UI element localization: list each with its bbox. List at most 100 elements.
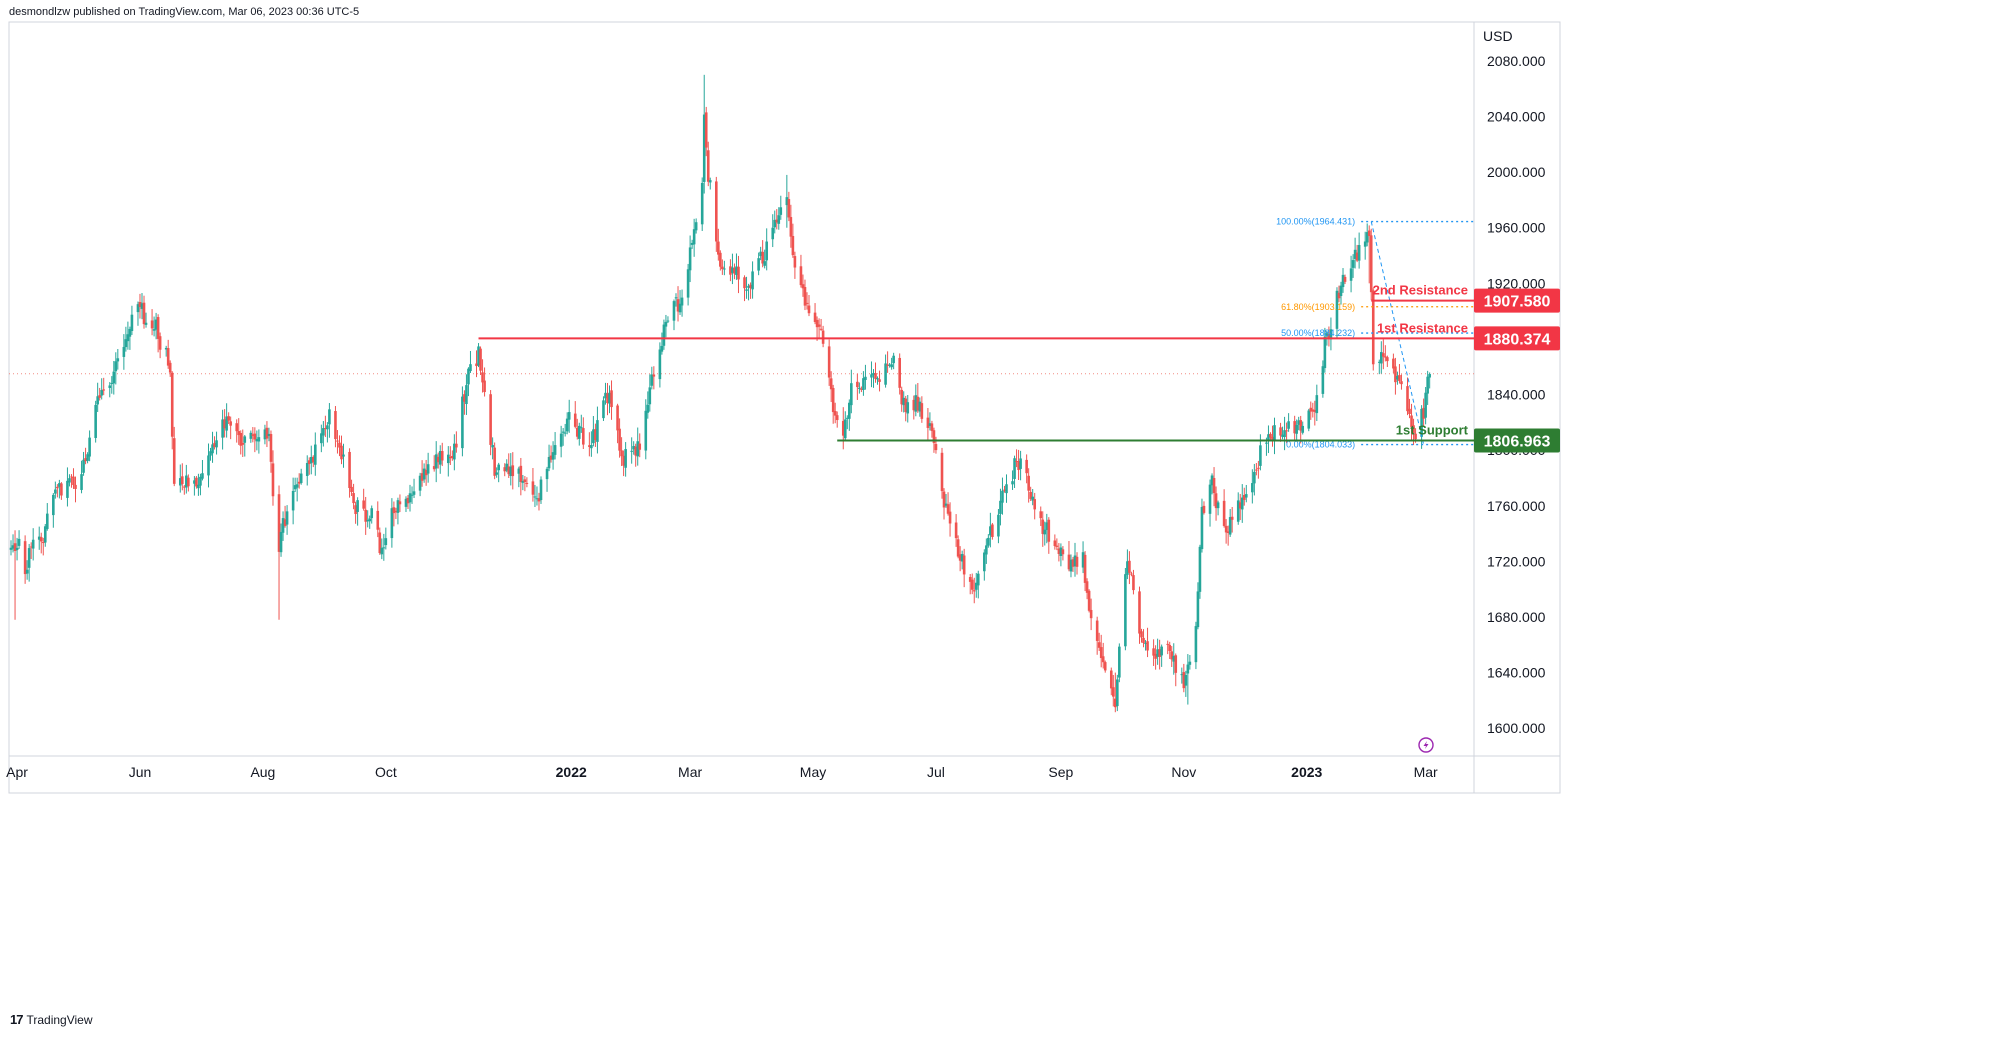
candle-body <box>241 442 245 445</box>
candle-body <box>731 267 734 273</box>
candle-body <box>815 319 819 328</box>
candle-body <box>154 319 158 330</box>
alert-icon[interactable] <box>1418 737 1434 753</box>
candle-body <box>632 446 635 450</box>
candle-body <box>324 428 327 430</box>
candle-body <box>723 268 726 270</box>
candle-body <box>1025 459 1028 474</box>
candle-body <box>128 328 132 337</box>
candle-body <box>610 390 613 408</box>
candle-body <box>243 436 247 443</box>
candle-body <box>1311 409 1315 412</box>
candle-body <box>920 403 924 419</box>
candle-body <box>68 478 71 483</box>
candle-body <box>392 507 396 514</box>
candle-body <box>1031 496 1034 501</box>
candle-body <box>1126 561 1129 575</box>
candle-body <box>860 388 863 390</box>
candle-body <box>1160 646 1163 656</box>
candle-body <box>438 451 442 465</box>
candle-body <box>1329 329 1333 340</box>
candle-body <box>348 451 351 489</box>
tradingview-footer: 17 TradingView <box>10 1012 93 1027</box>
candle-body <box>801 284 805 289</box>
candle-body <box>618 428 621 451</box>
time-tick-label: Oct <box>375 764 397 780</box>
candle-body <box>285 511 289 525</box>
candle-body <box>630 450 633 452</box>
candle-body <box>1412 425 1415 434</box>
candle-body <box>342 454 345 457</box>
candle-body <box>406 497 410 504</box>
candle-body <box>1240 497 1244 510</box>
candle-body <box>1281 434 1284 437</box>
candle-body <box>13 543 17 551</box>
candle-body <box>37 536 41 540</box>
candle-body <box>1335 290 1339 329</box>
candle-body <box>1323 336 1327 369</box>
candle-body <box>213 442 216 447</box>
candle-body <box>692 229 696 245</box>
candle-body <box>17 538 21 546</box>
candle-body <box>664 321 668 327</box>
candle-body <box>23 541 27 575</box>
candle-body <box>86 454 89 461</box>
candle-body <box>954 522 958 539</box>
candle-body <box>1363 241 1367 247</box>
candle-body <box>293 485 297 490</box>
candle-body <box>126 334 130 342</box>
candle-body <box>553 445 557 455</box>
candle-body <box>577 425 581 439</box>
candle-body <box>352 493 355 504</box>
candle-body <box>972 590 976 592</box>
candle-body <box>426 464 430 474</box>
candle-body <box>1017 461 1020 471</box>
candle-body <box>646 404 650 413</box>
candle-body <box>1351 260 1355 268</box>
candle-body <box>1255 469 1258 471</box>
candle-body <box>914 395 918 412</box>
candle-body <box>291 490 295 511</box>
candle-body <box>1309 407 1313 412</box>
horizontal-levels[interactable]: 2nd Resistance 1907.580 1st Resistance 1880… <box>478 283 1560 453</box>
candle-body <box>872 372 875 376</box>
candle-body <box>906 402 910 414</box>
fibonacci-retracement[interactable]: 100.00%(1964.431) 61.80%(1903.159) 50.00%(… <box>1276 217 1474 450</box>
candle-body <box>408 493 412 503</box>
candle-body <box>281 518 285 533</box>
candle-body <box>934 444 938 451</box>
candle-body <box>594 429 597 441</box>
candle-body <box>1420 408 1423 437</box>
candle-body <box>1168 644 1172 651</box>
candle-body <box>1269 433 1272 438</box>
candle-body <box>436 456 440 463</box>
candle-body <box>660 345 664 352</box>
price-axis[interactable]: 2080.000 2040.000 2000.000 1960.000 1920.000… <box>1487 53 1546 736</box>
candle-body <box>350 486 353 493</box>
candle-body <box>1355 252 1359 261</box>
candle-body <box>747 285 750 288</box>
time-axis[interactable]: Apr Jun Aug Oct 2022 Mar May Jul Sep Nov 2023 Mar <box>6 764 1438 780</box>
candle-body <box>1251 483 1254 493</box>
candle-body <box>100 390 103 396</box>
candle-body <box>313 444 317 465</box>
candle-body <box>1156 649 1159 657</box>
candle-body <box>1210 475 1214 486</box>
candle-body <box>517 468 521 474</box>
candle-body <box>257 437 261 442</box>
candle-body <box>479 348 482 371</box>
candle-body <box>1130 573 1133 575</box>
candle-body <box>690 242 694 245</box>
candle-body <box>309 457 313 464</box>
candle-body <box>1224 525 1228 533</box>
candle-body <box>376 510 380 530</box>
candle-body <box>465 385 468 405</box>
candle-body <box>835 415 839 421</box>
candle-body <box>183 486 186 488</box>
fib-level-label: 0.00%(1804.033) <box>1286 440 1355 450</box>
candle-body <box>1271 436 1274 440</box>
candle-body <box>537 498 541 502</box>
candle-body <box>634 446 638 456</box>
footer-brand: TradingView <box>26 1012 93 1027</box>
